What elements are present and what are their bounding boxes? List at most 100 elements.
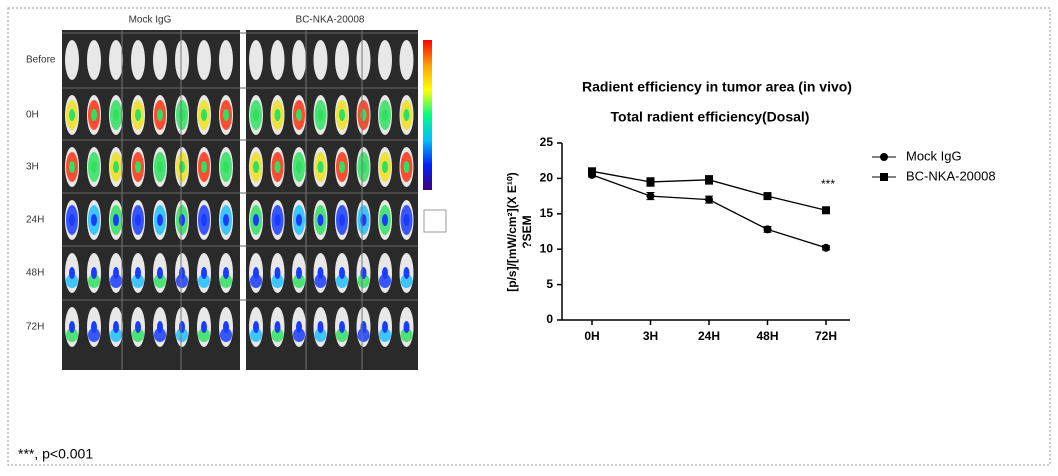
chart-title: Radient efficiency in tumor area (in viv… xyxy=(582,79,852,95)
signal xyxy=(69,161,75,173)
legend-label: Mock IgG xyxy=(906,148,962,163)
signal xyxy=(400,274,413,288)
signal xyxy=(274,161,281,173)
row-label: 0H xyxy=(26,110,39,121)
signal xyxy=(296,321,302,333)
signal xyxy=(176,328,188,342)
signal xyxy=(223,214,229,226)
point xyxy=(646,177,655,186)
signal xyxy=(201,321,207,333)
signal xyxy=(339,267,345,279)
point xyxy=(763,225,772,234)
annotation: *** xyxy=(821,177,835,191)
signal xyxy=(317,214,324,226)
signal xyxy=(339,161,345,173)
mouse xyxy=(65,40,79,80)
signal xyxy=(382,109,388,121)
signal xyxy=(91,267,97,279)
signal xyxy=(403,267,410,279)
signal xyxy=(253,161,259,173)
signal xyxy=(296,214,302,226)
signal xyxy=(91,161,97,173)
signal xyxy=(135,161,141,173)
mouse xyxy=(219,40,233,80)
signal xyxy=(132,328,144,342)
row-label: 3H xyxy=(26,162,39,173)
signal xyxy=(296,267,302,279)
signal xyxy=(314,274,327,288)
signal xyxy=(271,328,284,342)
row-label: 72H xyxy=(26,322,44,333)
row-label: Before xyxy=(26,55,56,66)
signal xyxy=(357,328,370,342)
signal xyxy=(110,274,122,288)
signal xyxy=(274,321,281,333)
signal xyxy=(179,321,185,333)
mouse xyxy=(249,40,263,80)
y-tick-label: 0 xyxy=(546,312,553,326)
point xyxy=(763,192,772,201)
signal xyxy=(382,161,388,173)
x-tick-label: 48H xyxy=(756,329,778,343)
signal xyxy=(223,267,229,279)
signal xyxy=(201,267,207,279)
signal xyxy=(154,274,166,288)
signal xyxy=(69,214,75,226)
signal xyxy=(403,109,410,121)
signal xyxy=(157,214,163,226)
mouse xyxy=(175,40,189,80)
signal xyxy=(250,328,262,342)
point xyxy=(646,192,655,201)
signal xyxy=(113,161,119,173)
signal xyxy=(157,161,163,173)
signal xyxy=(69,109,75,121)
signal xyxy=(274,267,281,279)
signal xyxy=(253,267,259,279)
point xyxy=(588,167,596,176)
y-tick-label: 20 xyxy=(540,171,554,185)
signal xyxy=(317,161,324,173)
column-label: BC-NKA-20008 xyxy=(296,15,365,26)
signal xyxy=(132,274,144,288)
signal xyxy=(88,328,100,342)
signal xyxy=(135,109,141,121)
signal xyxy=(382,321,388,333)
signal xyxy=(69,321,75,333)
signal xyxy=(360,109,367,121)
mouse xyxy=(87,40,101,80)
x-tick-label: 3H xyxy=(643,329,658,343)
y-tick-label: 25 xyxy=(540,135,554,149)
row-label: 48H xyxy=(26,268,44,279)
signal xyxy=(201,214,207,226)
mouse xyxy=(109,40,123,80)
point xyxy=(705,195,713,204)
signal xyxy=(223,161,229,173)
signal xyxy=(274,214,281,226)
frame xyxy=(7,7,1051,466)
signal xyxy=(113,214,119,226)
signal xyxy=(360,267,367,279)
x-tick-label: 0H xyxy=(584,329,599,343)
signal xyxy=(91,321,97,333)
signal xyxy=(157,109,163,121)
signal xyxy=(339,321,345,333)
signal xyxy=(176,274,188,288)
legend-box xyxy=(423,209,447,233)
signal xyxy=(403,321,410,333)
signal xyxy=(157,267,163,279)
mouse xyxy=(378,40,392,80)
signal xyxy=(179,161,185,173)
colorbar xyxy=(423,40,432,190)
signal xyxy=(201,161,207,173)
signal xyxy=(296,161,302,173)
y-tick-label: 5 xyxy=(546,277,553,291)
signal xyxy=(293,274,305,288)
signal xyxy=(179,109,185,121)
signal xyxy=(360,214,367,226)
legend-label: BC-NKA-20008 xyxy=(906,168,996,183)
signal xyxy=(223,321,229,333)
signal xyxy=(88,274,100,288)
signal xyxy=(339,109,345,121)
